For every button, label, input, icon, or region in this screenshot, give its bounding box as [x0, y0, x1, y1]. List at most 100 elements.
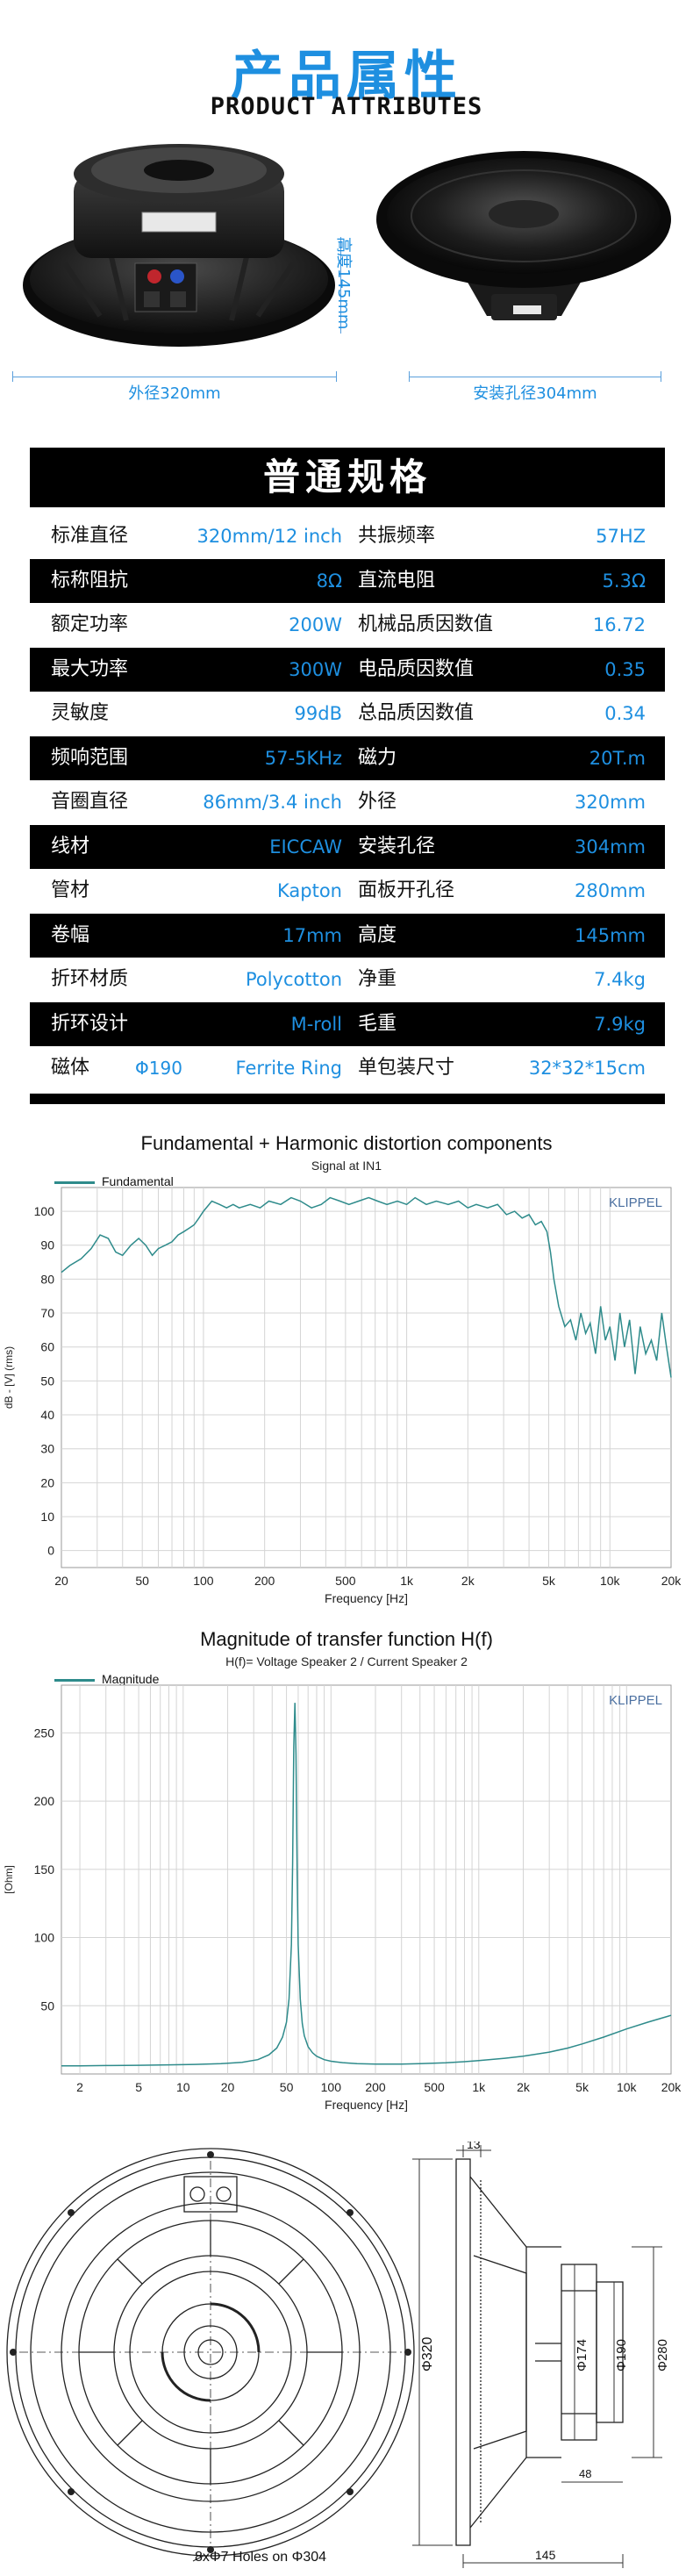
spec-row: 卷幅 17mm 高度 145mm — [30, 913, 665, 958]
x-tick-label: 10 — [176, 2080, 190, 2094]
mount-dim-cap-right — [661, 371, 667, 382]
x-tick-label: 1k — [472, 2080, 486, 2094]
y-tick-label: 150 — [34, 1862, 55, 1876]
dimension-lines — [412, 2145, 662, 2568]
y-tick-label: 60 — [40, 1340, 54, 1354]
chart1-legend-label: Fundamental — [102, 1174, 174, 1188]
height-label: 高度145mm — [334, 237, 353, 330]
front-view — [6, 2148, 415, 2557]
y-tick-label: 50 — [40, 1998, 54, 2013]
y-axis-label: dB - [V] (rms) — [3, 1346, 15, 1409]
spec-value: EICCAW — [269, 836, 342, 857]
spec-value: 0.35 — [604, 658, 646, 680]
spec-label: 机械品质因数值 — [358, 614, 494, 635]
spec-value: Polycotton — [245, 969, 342, 990]
spec-table-title: 普通规格 — [30, 448, 665, 507]
spec-label: 高度 — [358, 923, 397, 946]
impedance-chart: Magnitude of transfer function H(f) H(f)… — [0, 1628, 693, 2142]
x-axis-label: Frequency [Hz] — [325, 1591, 408, 1605]
spec-label: 折环设计 — [51, 1012, 129, 1035]
plot-area — [61, 1187, 672, 1568]
x-tick-label: 5k — [575, 2080, 589, 2094]
series-line-magnitude — [61, 1703, 672, 2067]
spec-label: 净重 — [358, 968, 397, 990]
spec-label: 直流电阻 — [358, 569, 436, 592]
dim-145: 145 — [535, 2548, 556, 2562]
spec-table-bottom-bar — [30, 1094, 665, 1104]
x-tick-label: 10k — [600, 1574, 621, 1588]
spec-value: 320mm/12 inch — [196, 526, 342, 547]
outer-dim-cap-right — [336, 371, 342, 382]
spec-value: 20T.m — [589, 747, 646, 769]
chart1-title: Fundamental + Harmonic distortion compon… — [140, 1132, 553, 1154]
page-title-cn: 产品属性 — [231, 46, 462, 107]
x-tick-label: 200 — [254, 1574, 275, 1588]
spec-row: 音圈直径 86mm/3.4 inch 外径 320mm — [30, 780, 665, 824]
spec-label: 灵敏度 — [51, 702, 110, 724]
spec-label: 最大功率 — [51, 657, 129, 680]
spec-value: 7.9kg — [594, 1013, 646, 1035]
mount-dim-cap-left — [409, 371, 415, 382]
holes-leader — [192, 2555, 204, 2562]
spec-value: M-roll — [290, 1013, 342, 1035]
x-tick-label: 100 — [193, 1574, 214, 1588]
spec-row: 标称阻抗 8Ω 直流电阻 5.3Ω — [30, 558, 665, 603]
chart1-subtitle: Signal at IN1 — [311, 1159, 382, 1173]
dim-280: Φ280 — [655, 2339, 670, 2371]
spec-value: 8Ω — [316, 570, 342, 592]
spec-value: 57-5KHz — [264, 747, 342, 769]
product-photos: 外径320mm 安装孔径304mm 高度145mm — [0, 132, 693, 421]
x-tick-label: 500 — [335, 1574, 356, 1588]
height-dim-line — [340, 237, 341, 334]
spec-label: 电品质因数值 — [358, 657, 475, 680]
x-tick-label: 1k — [400, 1574, 414, 1588]
plot-area — [61, 1684, 672, 2075]
dim-190: Φ190 — [614, 2339, 629, 2371]
spec-row: 管材 Kapton 面板开孔径 280mm — [30, 869, 665, 913]
spec-row: 额定功率 200W 机械品质因数值 16.72 — [30, 603, 665, 647]
y-tick-label: 40 — [40, 1408, 54, 1422]
speaker-front-photo — [376, 151, 671, 320]
chart2-subtitle: H(f)= Voltage Speaker 2 / Current Speake… — [225, 1654, 468, 1668]
spec-value: 32*32*15cm — [528, 1058, 646, 1079]
spec-value: 320mm — [575, 792, 646, 813]
spec-label: 单包装尺寸 — [358, 1057, 455, 1079]
spec-label: 总品质因数值 — [358, 702, 475, 724]
y-tick-label: 50 — [40, 1374, 54, 1388]
y-tick-label: 70 — [40, 1306, 54, 1320]
x-tick-label: 2k — [461, 1574, 475, 1588]
spec-label: 磁体 — [51, 1057, 90, 1079]
x-tick-label: 2 — [76, 2080, 83, 2094]
chart2-legend-swatch — [54, 1678, 95, 1682]
mount-holes — [10, 2151, 411, 2553]
spec-label: 磁力 — [358, 746, 397, 769]
spec-value: 7.4kg — [594, 969, 646, 990]
x-tick-label: 500 — [424, 2080, 445, 2094]
y-tick-label: 90 — [40, 1238, 54, 1252]
spec-label: 卷幅 — [51, 923, 90, 946]
outer-dim-cap-left — [12, 371, 18, 382]
spec-row: 标准直径 320mm/12 inch 共振频率 57HZ — [30, 514, 665, 558]
spec-label: 毛重 — [358, 1012, 397, 1035]
chart2-legend: Magnitude — [54, 1672, 159, 1686]
y-axis-label: [Ohm] — [3, 1865, 15, 1894]
x-tick-label: 20 — [54, 1574, 68, 1588]
x-tick-label: 20k — [661, 1574, 682, 1588]
spec-value: 5.3Ω — [602, 570, 646, 592]
series-line-fundamental — [61, 1196, 672, 1378]
y-tick-label: 10 — [40, 1510, 54, 1524]
spec-value: 17mm — [282, 924, 342, 946]
chart1-legend-swatch — [54, 1180, 95, 1184]
dim-13: 13 — [467, 2142, 481, 2151]
outer-diameter-label: 外径320mm — [128, 384, 221, 403]
x-tick-label: 20 — [221, 2080, 235, 2094]
spec-value: 0.34 — [604, 703, 646, 724]
spec-table: 普通规格 标准直径 320mm/12 inch 共振频率 57HZ 标称阻抗 8Ω 直流电阻… — [0, 448, 693, 1128]
watermark: KLIPPEL — [609, 1195, 662, 1210]
mount-hole-label: 安装孔径304mm — [473, 384, 597, 403]
x-tick-label: 5k — [542, 1574, 556, 1588]
x-tick-label: 50 — [280, 2080, 294, 2094]
speaker-rear-photo — [23, 144, 335, 347]
y-tick-label: 20 — [40, 1475, 54, 1489]
spec-label: 频响范围 — [51, 746, 129, 769]
